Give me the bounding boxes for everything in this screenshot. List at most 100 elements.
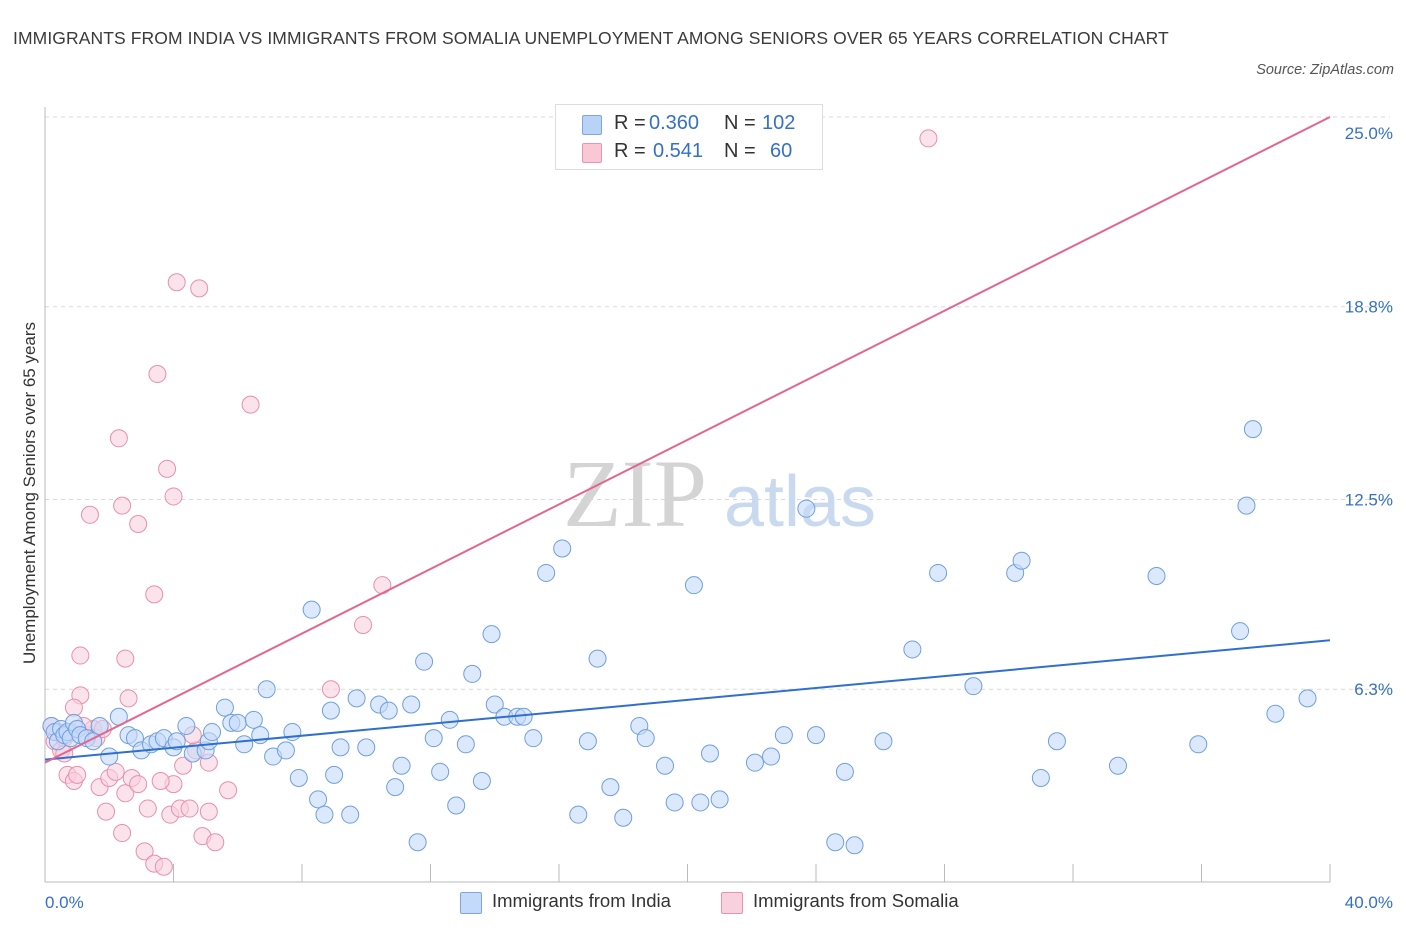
bottom-legend-label-somalia: Immigrants from Somalia: [753, 890, 959, 911]
india-point: [215, 698, 234, 717]
somalia-point: [80, 505, 99, 524]
legend-swatch-india: [582, 115, 602, 135]
india-point: [440, 710, 459, 729]
legend-r-value: 0.541: [653, 140, 704, 162]
india-point: [964, 677, 983, 696]
y-tick-label: 18.8%: [1345, 298, 1393, 317]
somalia-point: [129, 514, 148, 533]
india-point: [826, 833, 845, 852]
india-point: [408, 833, 427, 852]
legend-n-label: N =: [724, 112, 756, 134]
series-india-points: [42, 420, 1317, 855]
legend-n-label: N =: [724, 140, 756, 162]
india-point: [1031, 768, 1050, 787]
somalia-point: [148, 365, 167, 384]
somalia-point: [151, 772, 170, 791]
india-point: [379, 701, 398, 720]
india-point: [710, 790, 729, 809]
india-point: [472, 772, 491, 791]
india-point: [665, 793, 684, 812]
india-point: [341, 805, 360, 824]
somalia-point: [119, 689, 138, 708]
somalia-point: [109, 429, 128, 448]
india-point: [392, 756, 411, 775]
india-point: [482, 625, 501, 644]
somalia-point: [174, 756, 193, 775]
somalia-point: [919, 129, 938, 148]
india-point: [177, 716, 196, 735]
somalia-point: [190, 279, 209, 298]
y-tick-label: 6.3%: [1354, 680, 1393, 699]
india-point: [228, 713, 247, 732]
somalia-point: [116, 649, 135, 668]
somalia-point: [116, 784, 135, 803]
india-point: [402, 695, 421, 714]
somalia-trend-line: [44, 116, 1331, 764]
india-point: [463, 664, 482, 683]
india-point: [569, 805, 588, 824]
watermark-atlas: atlas: [724, 462, 876, 542]
india-point: [257, 680, 276, 699]
india-point: [485, 695, 504, 714]
somalia-point: [219, 781, 238, 800]
india-point: [745, 753, 764, 772]
source-label: Source: ZipAtlas.com: [1256, 62, 1394, 78]
india-point: [601, 778, 620, 797]
india-trend-line: [44, 639, 1331, 761]
india-point: [845, 836, 864, 855]
y-tick-label: 25.0%: [1345, 124, 1393, 143]
india-point: [514, 707, 533, 726]
somalia-point: [206, 833, 225, 852]
india-point: [456, 735, 475, 754]
india-point: [331, 738, 350, 757]
somalia-point: [154, 857, 173, 876]
watermark: ZIP atlas: [563, 440, 876, 547]
india-point: [289, 768, 308, 787]
somalia-point: [354, 615, 373, 634]
somalia-point: [113, 496, 132, 515]
somalia-point: [138, 799, 157, 818]
legend-n-value: 102: [762, 112, 796, 134]
somalia-point: [71, 646, 90, 665]
india-point: [874, 732, 893, 751]
india-point: [244, 710, 263, 729]
india-point: [203, 723, 222, 742]
india-point: [835, 762, 854, 781]
india-point: [1108, 756, 1127, 775]
india-point: [386, 778, 405, 797]
somalia-point: [164, 487, 183, 506]
india-point: [578, 732, 597, 751]
india-point: [357, 738, 376, 757]
india-point: [1147, 567, 1166, 585]
trend-lines: [44, 116, 1331, 764]
india-point: [431, 762, 450, 781]
india-point: [100, 747, 119, 766]
somalia-point: [167, 273, 186, 292]
india-point: [700, 744, 719, 763]
india-point: [588, 649, 607, 668]
x-tick-label: 40.0%: [1345, 893, 1393, 912]
india-point: [797, 499, 816, 518]
india-point: [167, 732, 186, 751]
somalia-point: [106, 762, 125, 781]
somalia-point: [97, 802, 116, 821]
india-point: [309, 790, 328, 809]
india-point: [424, 729, 443, 748]
somalia-point: [113, 824, 132, 843]
somalia-point: [145, 585, 164, 604]
india-point: [614, 808, 633, 827]
india-point: [1189, 735, 1208, 754]
legend-r-label: R =: [614, 112, 646, 134]
somalia-point: [129, 775, 148, 794]
india-point: [1243, 420, 1262, 439]
legend-swatch-somalia: [582, 143, 602, 163]
india-point: [315, 805, 334, 824]
india-point: [276, 741, 295, 760]
india-point: [1047, 732, 1066, 751]
india-point: [1266, 704, 1285, 723]
india-point: [1298, 689, 1317, 708]
india-point: [1231, 622, 1250, 641]
india-point: [903, 640, 922, 659]
india-point: [235, 735, 254, 754]
